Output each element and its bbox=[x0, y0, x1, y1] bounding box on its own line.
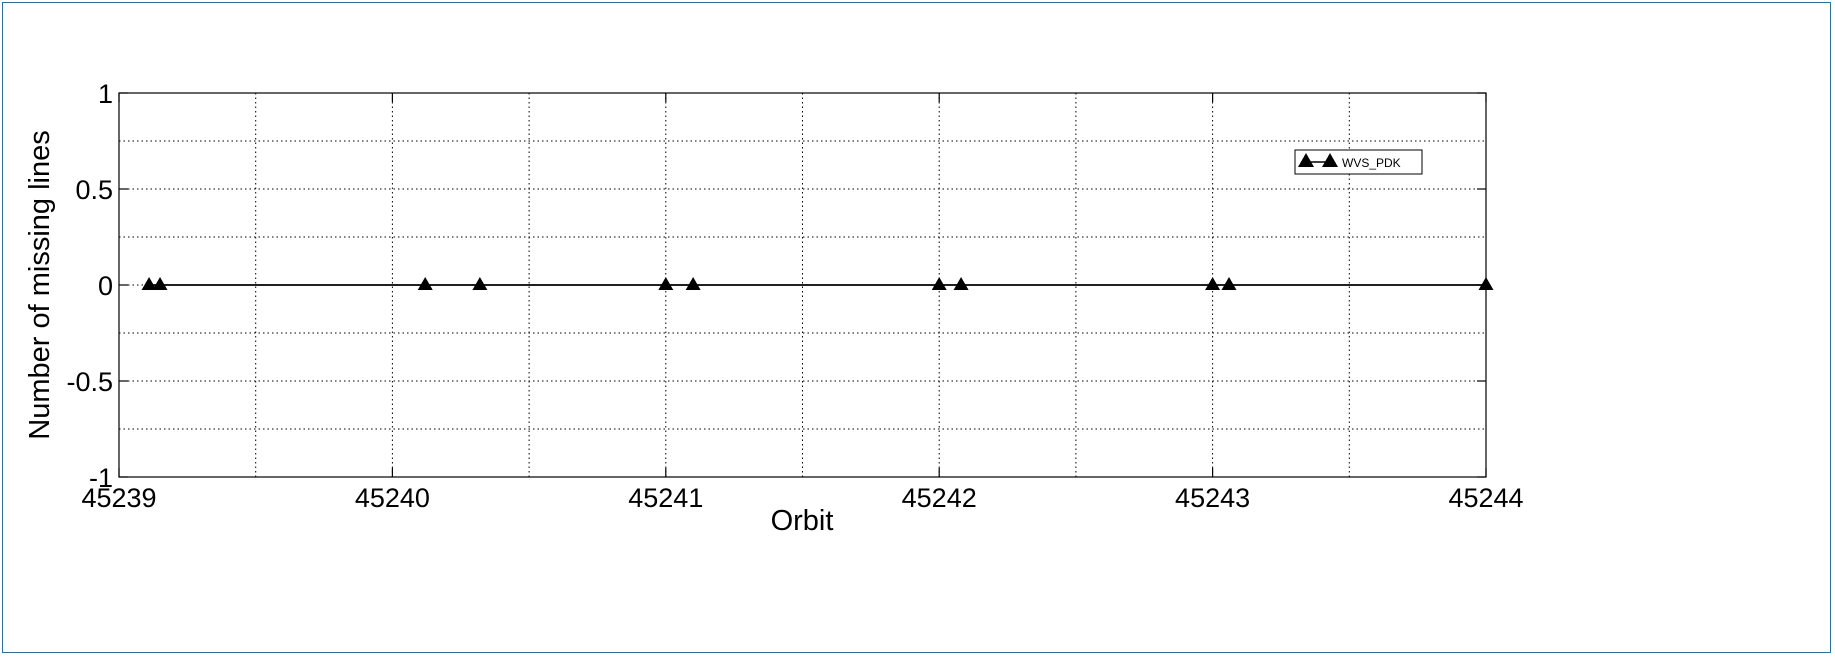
data-point bbox=[152, 277, 168, 290]
x-tick-label: 45244 bbox=[1448, 483, 1523, 513]
y-tick-label: 1 bbox=[98, 79, 113, 109]
x-tick-label: 45241 bbox=[628, 483, 703, 513]
y-tick-label: 0 bbox=[98, 271, 113, 301]
data-point bbox=[931, 277, 947, 290]
y-tick-label: -0.5 bbox=[66, 367, 113, 397]
data-point bbox=[417, 277, 433, 290]
series-layer bbox=[141, 277, 1494, 290]
y-tick-label: -1 bbox=[89, 463, 113, 493]
data-point bbox=[1221, 277, 1237, 290]
legend-marker bbox=[1298, 153, 1314, 167]
x-tick-label: 45239 bbox=[81, 483, 156, 513]
data-point bbox=[953, 277, 969, 290]
x-tick-label: 45242 bbox=[902, 483, 977, 513]
x-axis-label: Orbit bbox=[771, 505, 834, 537]
x-tick-label: 45243 bbox=[1175, 483, 1250, 513]
legend: WVS_PDK bbox=[1294, 149, 1423, 175]
data-point bbox=[1205, 277, 1221, 290]
data-point bbox=[1478, 277, 1494, 290]
data-point bbox=[658, 277, 674, 290]
legend-marker bbox=[1322, 153, 1338, 167]
data-point bbox=[472, 277, 488, 290]
y-tick-label: 0.5 bbox=[75, 175, 113, 205]
axis-ticks: 45239 45240 45241 45242 45243 45244 -1 -0.5 0 0.5… bbox=[66, 79, 1523, 513]
legend-label: WVS_PDK bbox=[1342, 156, 1401, 170]
data-point bbox=[685, 277, 701, 290]
legend-box bbox=[1294, 149, 1423, 175]
data-point bbox=[141, 277, 157, 290]
y-axis-label: Number of missing lines bbox=[24, 130, 56, 439]
x-tick-label: 45240 bbox=[355, 483, 430, 513]
